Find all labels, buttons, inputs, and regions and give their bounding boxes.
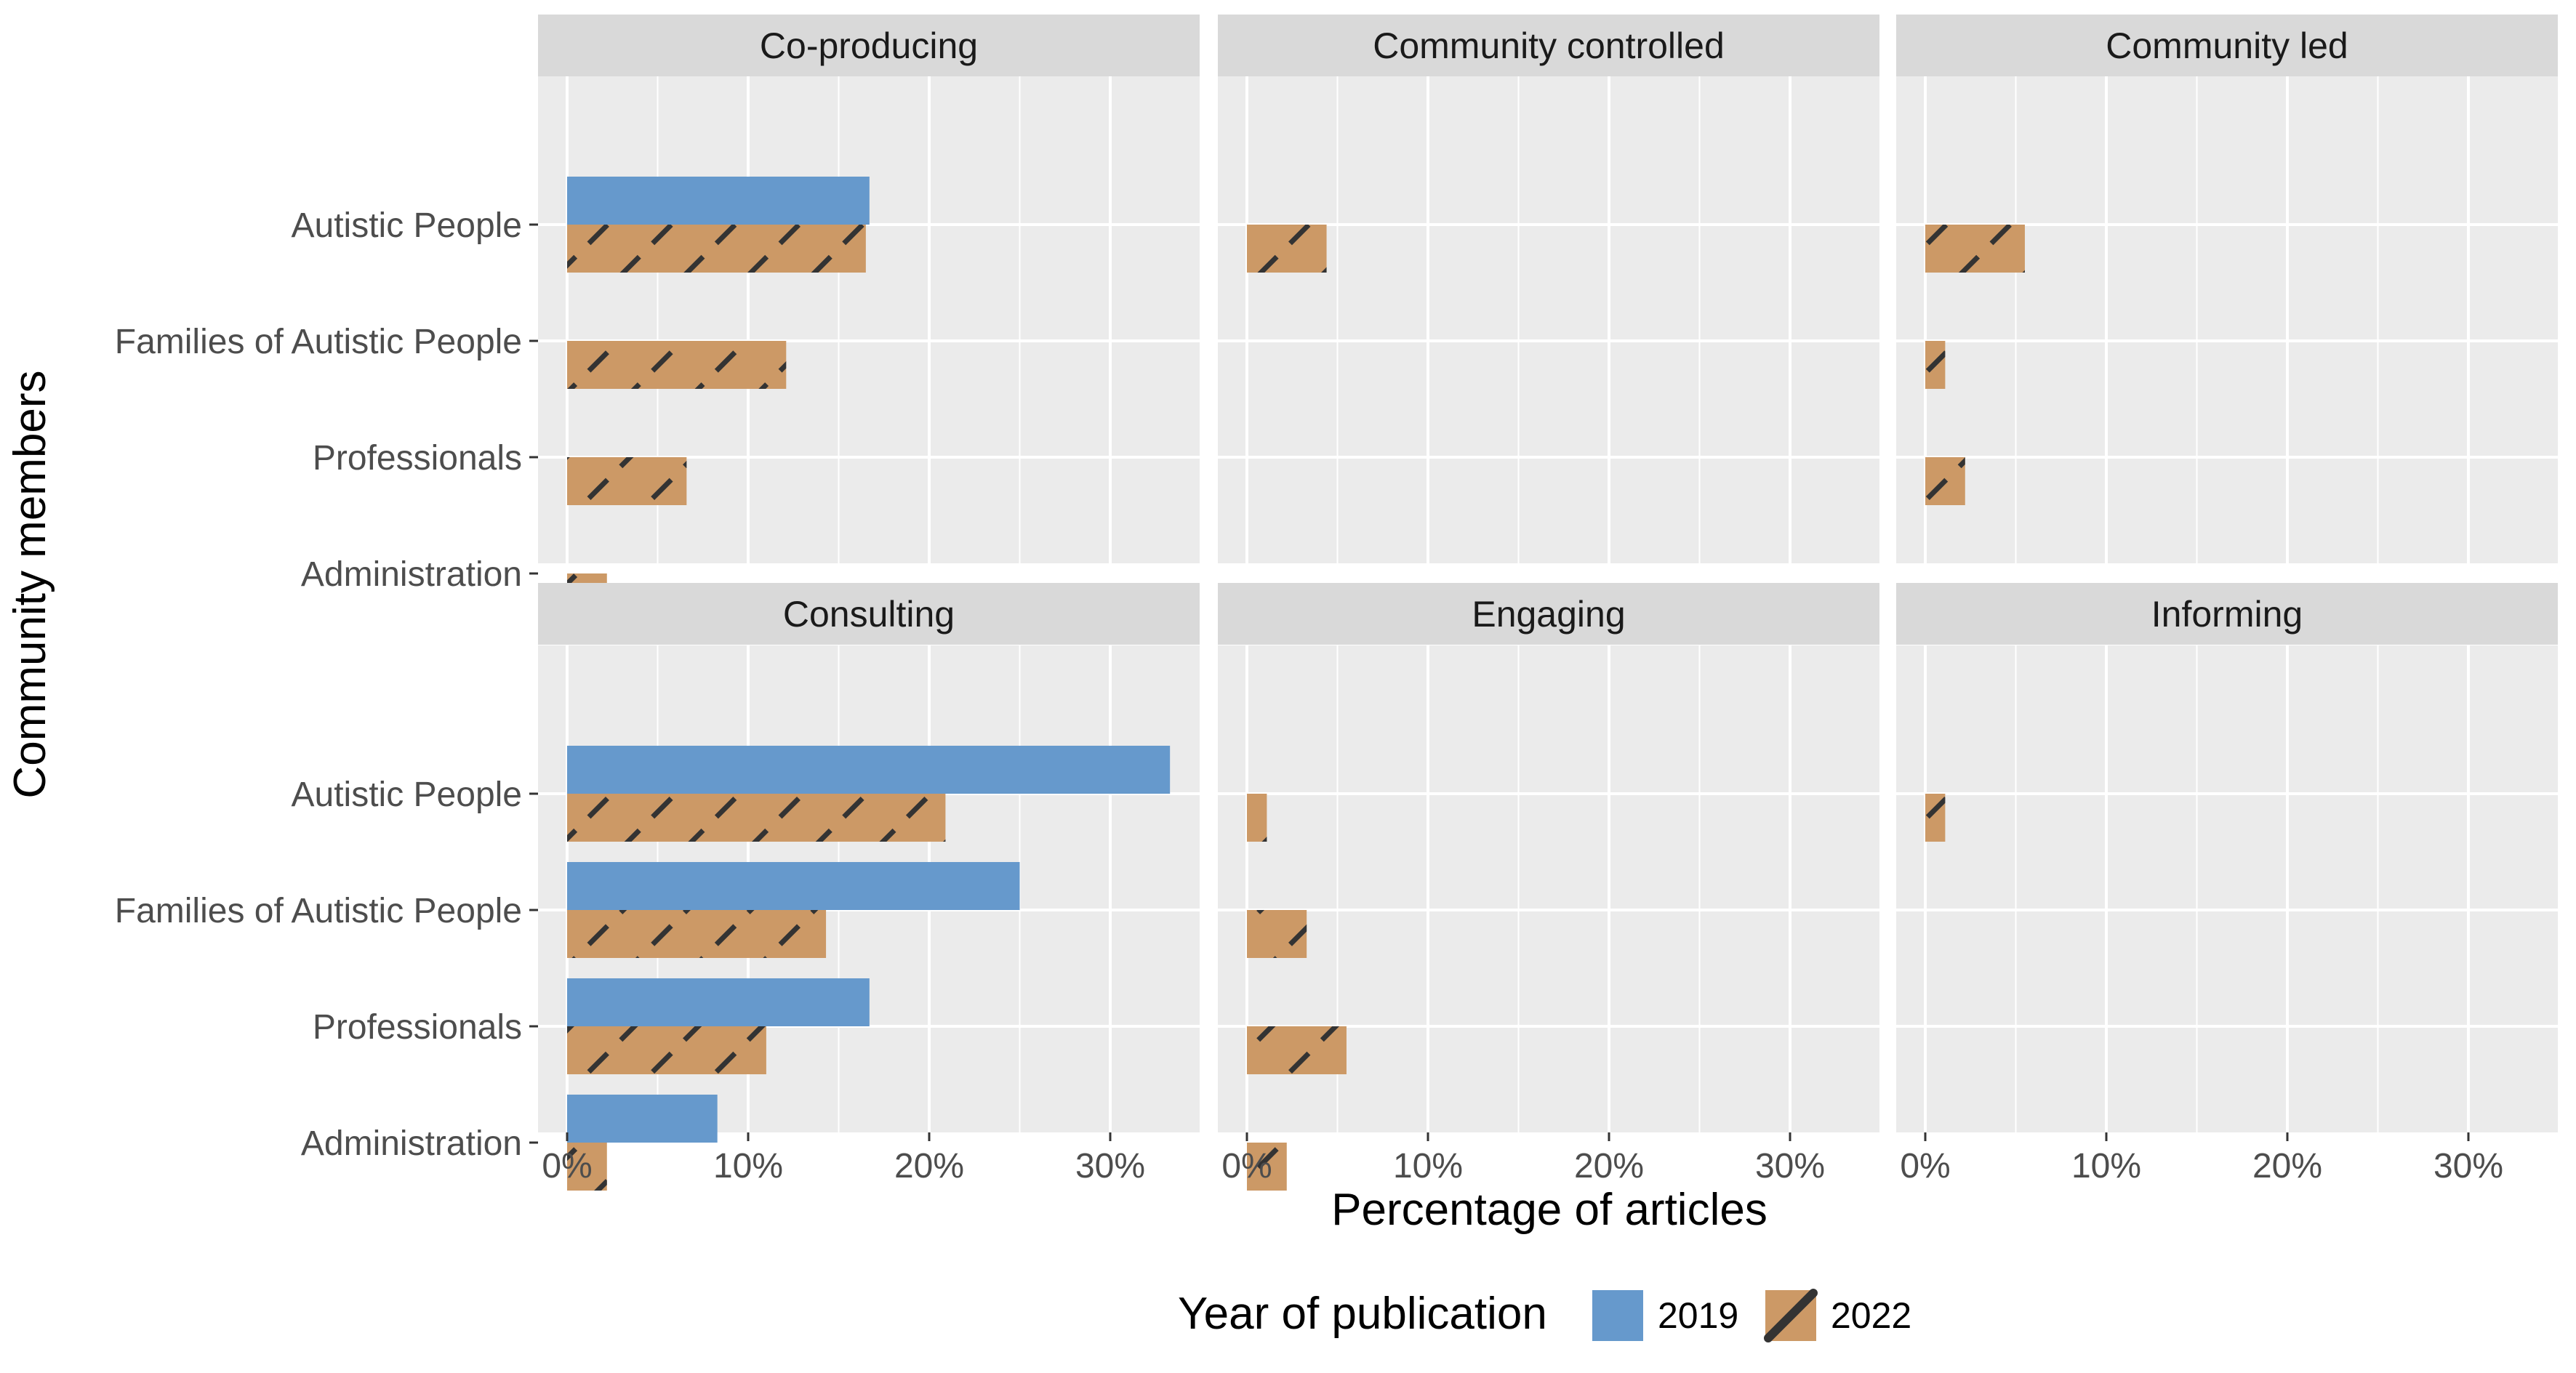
strip-engaging (1218, 583, 1879, 645)
bar-consulting-professionals-2022-hatch (567, 1026, 766, 1074)
strip-label-community-led: Community led (2106, 25, 2348, 66)
x-tick-label-consulting-10: 10% (713, 1147, 783, 1185)
strip-label-community-controlled: Community controlled (1373, 25, 1725, 66)
x-axis-title: Percentage of articles (1331, 1185, 1768, 1235)
x-tick-label-consulting-20: 20% (894, 1147, 964, 1185)
bar-community-led-autistic-people-2022-hatch (1925, 225, 2025, 273)
strip-informing (1896, 583, 2558, 645)
bar-engaging-families-of-autistic-people-2022-hatch (1247, 910, 1307, 958)
bar-engaging-administration-2022-hatch (1247, 1143, 1287, 1191)
legend-label-2019: 2019 (1658, 1295, 1738, 1336)
strip-community-controlled (1218, 15, 1879, 76)
strip-community-led (1896, 15, 2558, 76)
x-tick-label-consulting-0: 0% (542, 1147, 592, 1185)
panels-layer: Co-producing Autistic People Families of A… (115, 15, 2558, 1191)
bar-co-producing-families-of-autistic-people-2022-hatch (567, 341, 787, 389)
x-tick-label-informing-0: 0% (1900, 1147, 1950, 1185)
legend-title: Year of publication (1178, 1289, 1547, 1339)
x-tick-label-informing-30: 30% (2433, 1147, 2503, 1185)
y-tick-label-1-autistic-people: Autistic People (291, 206, 522, 245)
bar-community-led-families-of-autistic-people-2022-hatch (1925, 341, 1946, 389)
x-tick-label-engaging-10: 10% (1393, 1147, 1463, 1185)
strip-co-producing (538, 15, 1200, 76)
bar-consulting-autistic-people-2022-hatch (567, 794, 946, 842)
x-tick-label-engaging-20: 20% (1574, 1147, 1644, 1185)
bar-engaging-professionals-2022-hatch (1247, 1026, 1347, 1074)
y-tick-label-1-professionals: Professionals (313, 439, 522, 478)
panel-community-controlled: Community controlled (1218, 15, 1879, 575)
y-axis-title: Community members (5, 370, 55, 798)
x-tick-label-informing-10: 10% (2071, 1147, 2141, 1185)
legend-items: 2019 2022 (1592, 1289, 1911, 1342)
panel-consulting: Consulting Autistic People Families of Aut… (115, 583, 1200, 1191)
strip-label-co-producing: Co-producing (760, 25, 978, 66)
panel-informing: Informing 0% 10% 20% 30% (1896, 583, 2558, 1185)
y-tick-label-1-administration: Administration (301, 555, 522, 594)
x-tick-label-consulting-30: 30% (1075, 1147, 1145, 1185)
bar-engaging-autistic-people-2022-hatch (1247, 794, 1267, 842)
x-tick-label-engaging-0: 0% (1221, 1147, 1272, 1185)
y-tick-label-2-autistic-people: Autistic People (291, 776, 522, 814)
bar-consulting-administration-2022-hatch (567, 1143, 607, 1191)
x-tick-label-informing-20: 20% (2252, 1147, 2322, 1185)
bar-informing-autistic-people-2022-hatch (1925, 794, 1946, 842)
legend: Year of publication 2019 2022 (1178, 1289, 1911, 1342)
panel-engaging: Engaging 0% 10% 20% 30% (1218, 583, 1879, 1191)
y-tick-label-2-families-of-autistic-people: Families of Autistic People (115, 892, 522, 930)
strip-consulting (538, 583, 1200, 645)
bar-consulting-professionals-2019 (567, 978, 870, 1026)
bar-consulting-administration-2019 (567, 1095, 718, 1143)
bar-co-producing-professionals-2022-hatch (567, 457, 687, 505)
strip-label-informing: Informing (2151, 594, 2303, 635)
panel-community-led: Community led (1896, 15, 2558, 575)
legend-entry-2022: 2022 (1764, 1289, 1911, 1342)
bar-co-producing-autistic-people-2019 (567, 177, 870, 225)
panel-bg-informing (1896, 645, 2558, 1132)
bar-co-producing-autistic-people-2022-hatch (567, 225, 866, 273)
y-tick-label-1-families-of-autistic-people: Families of Autistic People (115, 323, 522, 361)
y-tick-label-2-administration: Administration (301, 1124, 522, 1163)
bar-consulting-families-of-autistic-people-2019 (567, 862, 1020, 910)
y-tick-label-2-professionals: Professionals (313, 1008, 522, 1047)
legend-entry-2019: 2019 (1592, 1290, 1738, 1341)
legend-key-hatch-2022 (1764, 1289, 1818, 1342)
legend-label-2022: 2022 (1831, 1295, 1911, 1336)
bar-consulting-families-of-autistic-people-2022-hatch (567, 910, 827, 958)
bar-community-led-professionals-2022-hatch (1925, 457, 1965, 505)
strip-label-engaging: Engaging (1472, 594, 1625, 635)
bar-community-controlled-autistic-people-2022-hatch (1247, 225, 1327, 273)
panel-co-producing: Co-producing Autistic People Families of A… (115, 15, 1200, 621)
panel-bg-community-controlled (1218, 76, 1879, 563)
panel-bg-community-led (1896, 76, 2558, 563)
bar-consulting-autistic-people-2019 (567, 746, 1171, 794)
x-tick-label-engaging-30: 30% (1755, 1147, 1825, 1185)
strip-label-consulting: Consulting (783, 594, 955, 635)
legend-key-2019 (1592, 1290, 1643, 1341)
